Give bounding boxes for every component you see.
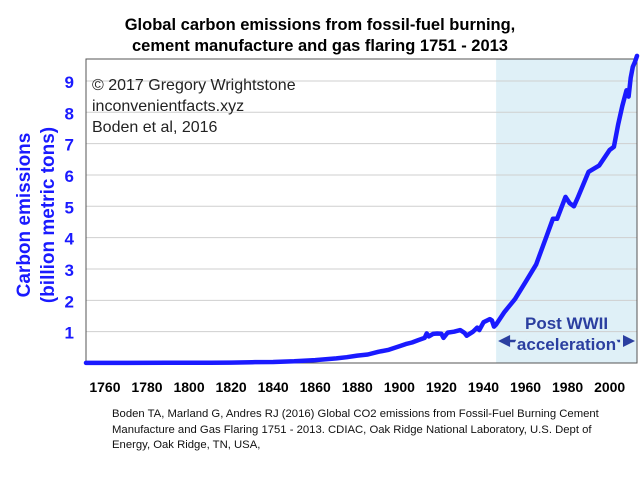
grid-lines: [86, 80, 637, 333]
y-tick-label: 9: [65, 73, 74, 92]
x-tick-label: 1940: [468, 379, 499, 395]
x-tick-label: 1820: [216, 379, 247, 395]
x-tick-label: 1860: [300, 379, 331, 395]
arrow-head-right: [623, 335, 635, 347]
plot-frame: [85, 58, 638, 364]
y-tick-label: 2: [65, 292, 74, 311]
y-tick-label: 3: [65, 261, 74, 280]
post-wwii-highlight: [496, 59, 637, 363]
x-tick-label: 1780: [131, 379, 162, 395]
y-tick-label: 4: [65, 230, 75, 249]
y-axis-label-main: Carbon emissions: [14, 133, 35, 298]
x-tick-label: 1920: [426, 379, 457, 395]
arrow-head-left: [498, 335, 511, 347]
x-tick-label: 1880: [342, 379, 373, 395]
y-axis-label-unit: (billion metric tons): [38, 127, 59, 303]
x-tick-label: 1900: [384, 379, 415, 395]
source-citation: Boden TA, Marland G, Andres RJ (2016) Gl…: [112, 408, 599, 451]
annotation-acceleration: acceleration: [517, 335, 616, 354]
chart-subtitle: cement manufacture and gas flaring 1751 …: [132, 37, 508, 55]
x-tick-label: 1960: [510, 379, 541, 395]
x-tick-labels: 1760 1780 1800 1820 1840 1860 1880 1900 1920 1940…: [89, 379, 625, 395]
y-axis-label: Carbon emissions (billion metric tons): [14, 127, 59, 303]
credit-line-1: © 2017 Gregory Wrightstone: [92, 77, 296, 94]
y-tick-label: 8: [65, 104, 74, 123]
y-tick-label: 1: [65, 324, 74, 343]
credit-line-3: Boden et al, 2016: [92, 119, 218, 136]
y-tick-label: 5: [65, 198, 74, 217]
chart-title: Global carbon emissions from fossil-fuel…: [124, 16, 516, 34]
x-tick-label: 1800: [173, 379, 204, 395]
acceleration-arrow: [498, 335, 635, 347]
emissions-line: [83, 53, 640, 366]
x-tick-label: 1840: [258, 379, 289, 395]
x-tick-label: 1980: [552, 379, 583, 395]
y-tick-label: 7: [65, 136, 74, 155]
x-tick-label: 2000: [594, 379, 625, 395]
y-tick-labels: 1 2 3 4 5 6 7 8 9: [65, 73, 75, 343]
credit-line-2: inconvenientfacts.xyz: [92, 98, 244, 115]
annotation-post-wwii: Post WWII: [525, 314, 608, 333]
y-tick-label: 6: [65, 167, 74, 186]
x-tick-label: 1760: [89, 379, 120, 395]
